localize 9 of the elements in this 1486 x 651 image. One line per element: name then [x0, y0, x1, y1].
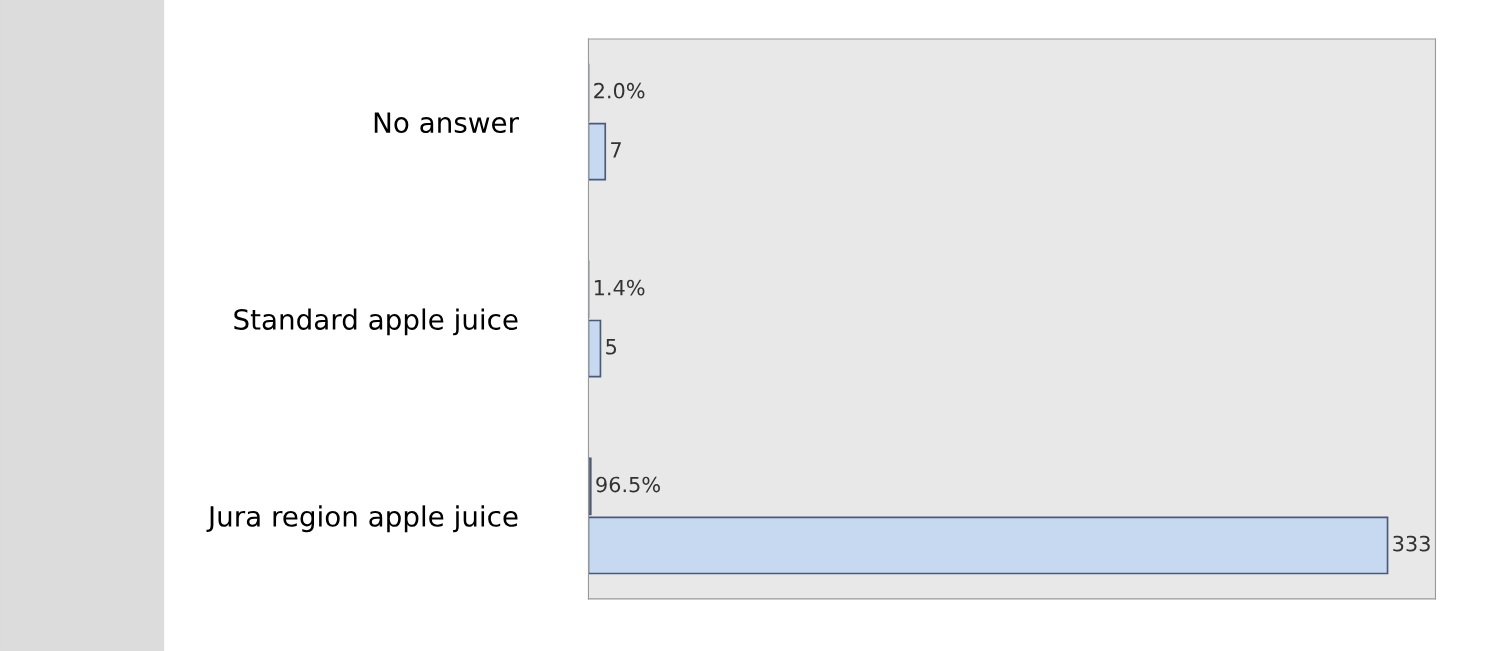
data-label: 5 [606, 339, 617, 355]
y-tick-label: Jura region apple juice [206, 505, 518, 533]
y-tick-label: Standard apple juice [234, 308, 518, 336]
data-label: 2.0% [594, 82, 645, 99]
data-label: 333 [1393, 535, 1430, 552]
data-label: 1.4% [594, 279, 645, 296]
data-label: 7 [611, 142, 621, 158]
y-tick-label: No answer [374, 112, 520, 134]
data-label: 96.5% [596, 476, 660, 493]
